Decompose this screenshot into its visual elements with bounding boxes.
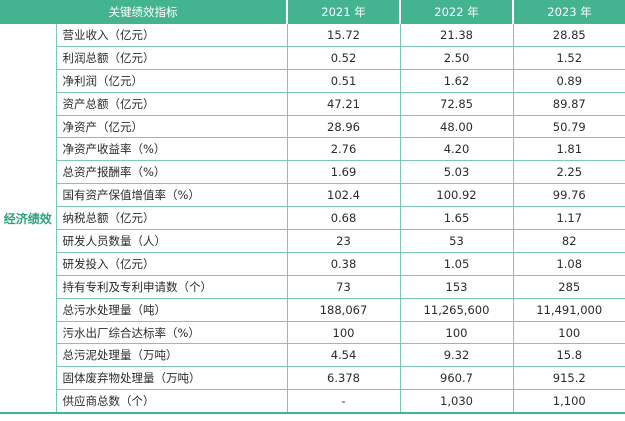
table-row: 研发投入（亿元） 0.38 1.05 1.08 — [0, 252, 625, 276]
value-2021: 100 — [287, 321, 401, 345]
table-row: 供应商总数（个） -1,030 1,100 — [0, 389, 625, 415]
value-2023: 2.25 — [513, 160, 625, 185]
value-2023: 1,100 — [513, 389, 625, 415]
value-2021: 188,067 — [287, 298, 401, 322]
value-2023: 915.2 — [513, 366, 625, 391]
value-2021: 23 — [287, 229, 401, 253]
value-2022: 11,265,600 — [400, 298, 514, 322]
table-row: 纳税总额（亿元） 0.68 1.65 1.17 — [0, 206, 625, 231]
value-2023: 0.89 — [513, 69, 625, 93]
value-2021: 47.21 — [287, 92, 401, 116]
indicator-name: 供应商总数（个） — [56, 389, 288, 415]
indicator-name: 资产总额（亿元） — [56, 92, 288, 116]
indicator-name: 营业收入（亿元） — [56, 24, 288, 47]
indicator-name: 总污水处理量（吨） — [56, 298, 288, 322]
value-2021: 28.96 — [287, 115, 401, 139]
value-2022: 100.92 — [400, 183, 514, 208]
table-row: 资产总额（亿元） 47.21 72.85 89.87 — [0, 92, 625, 116]
table-row: 总污泥处理量（万吨） 4.54 9.32 15.8 — [0, 343, 625, 368]
header-year-2021: 2021 年 — [287, 0, 401, 24]
value-2021: 1.69 — [287, 160, 401, 185]
indicator-name: 利润总额（亿元） — [56, 46, 288, 70]
indicator-name: 污水出厂综合达标率（%） — [56, 321, 288, 345]
value-2022: 5.03 — [400, 160, 514, 185]
value-2022: 960.7 — [400, 366, 514, 391]
value-2023: 11,491,000 — [513, 298, 625, 322]
value-2023: 1.17 — [513, 206, 625, 231]
indicator-name: 研发人员数量（人） — [56, 229, 288, 253]
value-2023: 100 — [513, 321, 625, 345]
header-indicator: 关键绩效指标 — [0, 0, 288, 24]
indicator-name: 净资产（亿元） — [56, 115, 288, 139]
indicator-name: 净利润（亿元） — [56, 69, 288, 93]
value-2021: 4.54 — [287, 343, 401, 368]
indicator-name: 净资产收益率（%） — [56, 137, 288, 162]
value-2021: 102.4 — [287, 183, 401, 208]
header-year-2022: 2022 年 — [400, 0, 514, 24]
value-2022: 72.85 — [400, 92, 514, 116]
table-row: 经济绩效 营业收入（亿元） 15.72 21.38 28.85 — [0, 24, 625, 415]
indicator-name: 纳税总额（亿元） — [56, 206, 288, 231]
table-row: 总资产报酬率（%） 1.69 5.03 2.25 — [0, 160, 625, 185]
value-2021: 6.378 — [287, 366, 401, 391]
value-2022: 1.62 — [400, 69, 514, 93]
value-2023: 15.8 — [513, 343, 625, 368]
indicator-name: 固体废弃物处理量（万吨） — [56, 366, 288, 391]
category-label: 经济绩效 — [0, 24, 57, 415]
indicator-name: 总资产报酬率（%） — [56, 160, 288, 185]
value-2023: 99.76 — [513, 183, 625, 208]
indicator-name: 研发投入（亿元） — [56, 252, 288, 276]
value-2022: 1.65 — [400, 206, 514, 231]
value-2021: 0.68 — [287, 206, 401, 231]
value-2023: 1.81 — [513, 137, 625, 162]
table-row: 净资产（亿元） 28.96 48.00 50.79 — [0, 115, 625, 139]
value-2021: 0.51 — [287, 69, 401, 93]
value-2023: 50.79 — [513, 115, 625, 139]
indicator-name: 总污泥处理量（万吨） — [56, 343, 288, 368]
value-2022: 153 — [400, 275, 514, 299]
value-2022: 100 — [400, 321, 514, 345]
table-row: 污水出厂综合达标率（%） 100 100 100 — [0, 321, 625, 345]
value-2022: 21.38 — [400, 24, 514, 47]
value-2022: 1,030 — [400, 389, 514, 415]
header-year-2023: 2023 年 — [513, 0, 625, 24]
value-2021: - — [287, 389, 401, 415]
table-body: 经济绩效 营业收入（亿元） 15.72 21.38 28.85 利润总额（亿元） 0.52 2… — [0, 24, 625, 415]
table-row: 固体废弃物处理量（万吨） 6.378 960.7 915.2 — [0, 366, 625, 391]
value-2021: 15.72 — [287, 24, 401, 47]
table-row: 净资产收益率（%） 2.76 4.20 1.81 — [0, 137, 625, 162]
indicator-name: 国有资产保值增值率（%） — [56, 183, 288, 208]
value-2023: 1.52 — [513, 46, 625, 70]
value-2023: 285 — [513, 275, 625, 299]
value-2022: 48.00 — [400, 115, 514, 139]
value-2022: 9.32 — [400, 343, 514, 368]
value-2023: 1.08 — [513, 252, 625, 276]
table-row: 总污水处理量（吨） 188,067 11,265,600 11,491,000 — [0, 298, 625, 322]
indicator-name: 持有专利及专利申请数（个） — [56, 275, 288, 299]
value-2023: 89.87 — [513, 92, 625, 116]
value-2021: 0.38 — [287, 252, 401, 276]
value-2022: 53 — [400, 229, 514, 253]
value-2022: 2.50 — [400, 46, 514, 70]
table-row: 国有资产保值增值率（%） 102.4 100.92 99.76 — [0, 183, 625, 208]
value-2023: 28.85 — [513, 24, 625, 47]
value-2021: 73 — [287, 275, 401, 299]
table-row: 持有专利及专利申请数（个） 73 153 285 — [0, 275, 625, 299]
table-header-row: 关键绩效指标 2021 年 2022 年 2023 年 — [0, 0, 625, 24]
value-2021: 2.76 — [287, 137, 401, 162]
value-2022: 1.05 — [400, 252, 514, 276]
value-2022: 4.20 — [400, 137, 514, 162]
table-row: 研发人员数量（人） 23 53 82 — [0, 229, 625, 253]
table-row: 净利润（亿元） 0.51 1.62 0.89 — [0, 69, 625, 93]
table-row: 利润总额（亿元） 0.52 2.50 1.52 — [0, 46, 625, 70]
value-2021: 0.52 — [287, 46, 401, 70]
value-2023: 82 — [513, 229, 625, 253]
